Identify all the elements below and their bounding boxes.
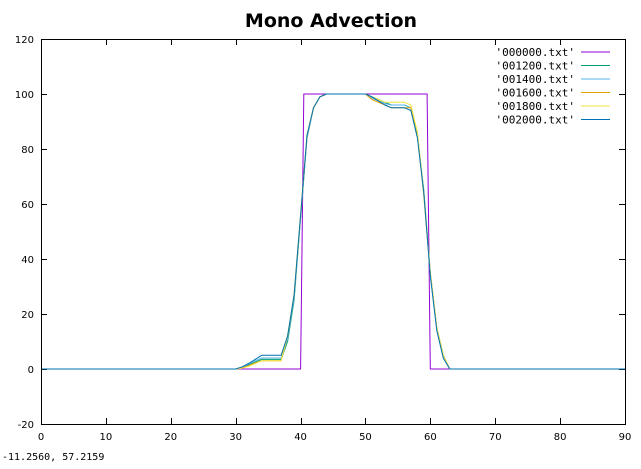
x-tick-label: 50 <box>359 432 372 443</box>
series-line-2 <box>41 93 625 370</box>
chart-title: Mono Advection <box>245 10 417 32</box>
legend-label-5: '002000.txt' <box>496 114 575 127</box>
x-tick-label: 20 <box>164 432 177 443</box>
coordinate-readout: -11.2560, 57.2159 <box>2 452 105 463</box>
plot-frame <box>41 39 626 425</box>
legend: '000000.txt''001200.txt''001400.txt''001… <box>496 46 610 127</box>
y-tick-label: 120 <box>15 35 34 46</box>
x-tick-label: 30 <box>229 432 242 443</box>
x-tick-label: 10 <box>100 432 113 443</box>
legend-label-0: '000000.txt' <box>496 46 575 59</box>
x-tick-label: 90 <box>619 432 632 443</box>
x-tick-label: 70 <box>489 432 502 443</box>
y-tick-label: 100 <box>15 90 34 101</box>
series-line-4 <box>41 93 625 370</box>
series-layer <box>41 93 625 370</box>
legend-label-2: '001400.txt' <box>496 73 575 86</box>
y-tick-label: 0 <box>28 365 34 376</box>
legend-label-4: '001800.txt' <box>496 100 575 113</box>
x-tick-label: 60 <box>424 432 437 443</box>
series-line-0 <box>41 93 625 370</box>
y-tick-label: 60 <box>21 200 34 211</box>
status-bar: -11.2560, 57.2159 <box>0 451 641 465</box>
legend-label-3: '001600.txt' <box>496 87 575 100</box>
y-tick-label: 40 <box>21 255 34 266</box>
x-tick-label: 80 <box>554 432 567 443</box>
legend-label-1: '001200.txt' <box>496 60 575 73</box>
series-line-3 <box>41 93 625 370</box>
x-tick-label: 40 <box>294 432 307 443</box>
y-tick-label: 20 <box>21 310 34 321</box>
y-tick-label: 80 <box>21 145 34 156</box>
series-line-1 <box>41 93 625 370</box>
y-tick-label: -20 <box>18 420 34 431</box>
x-tick-label: 0 <box>38 432 44 443</box>
series-line-5 <box>41 93 625 370</box>
